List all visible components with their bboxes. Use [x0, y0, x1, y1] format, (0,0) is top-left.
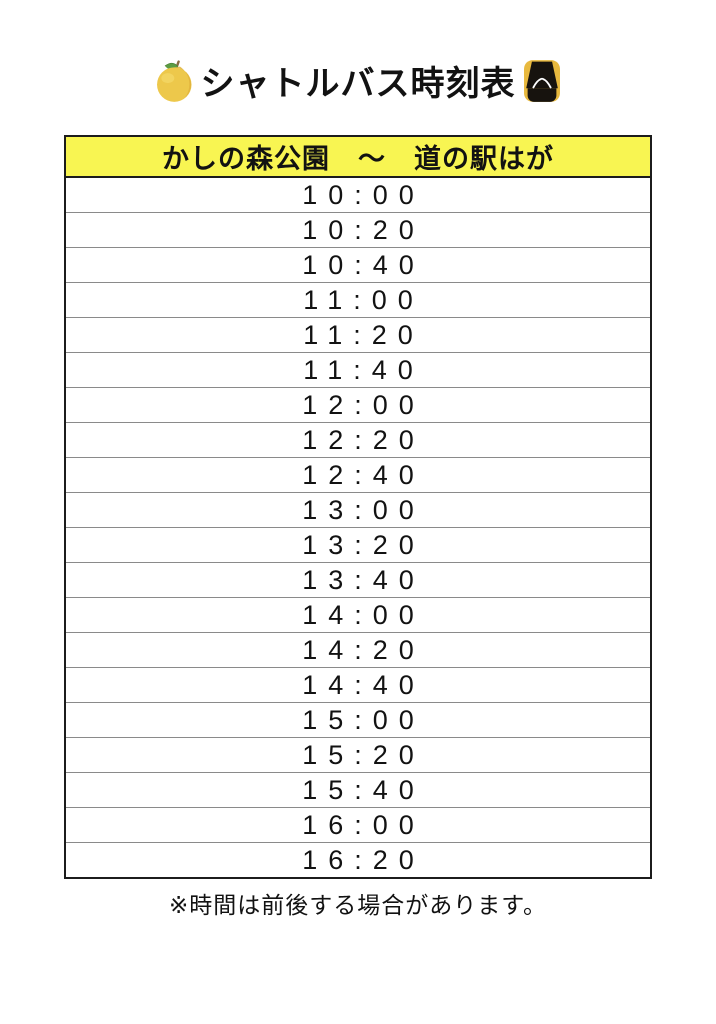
timetable-row: 14:00	[65, 597, 651, 633]
timetable-row: 12:20	[65, 422, 651, 458]
timetable-row: 11:40	[65, 352, 651, 388]
timetable-row: 14:20	[65, 632, 651, 668]
timetable-row: 10:20	[65, 212, 651, 248]
bus-icon	[519, 58, 565, 104]
timetable-row: 10:40	[65, 247, 651, 283]
timetable-row: 13:40	[65, 562, 651, 598]
timetable-row: 12:40	[65, 457, 651, 493]
departure-time: 12:40	[65, 457, 651, 493]
timetable-row: 13:00	[65, 492, 651, 528]
departure-time: 14:00	[65, 597, 651, 633]
page-title: シャトルバス時刻表	[200, 65, 516, 103]
departure-time: 10:00	[302, 179, 425, 210]
route-header-row: かしの森公園 ～ 道の駅はが	[65, 136, 651, 178]
departure-time: 12:00	[65, 387, 651, 423]
timetable-row: 11:20	[65, 317, 651, 353]
departure-time: 14:40	[65, 667, 651, 703]
departure-time: 11:00	[65, 282, 651, 318]
timetable: かしの森公園 ～ 道の駅はが 10:00 10:20 10:40 11:00 11:20…	[64, 135, 652, 879]
page-title-row: シャトルバス時刻表	[0, 0, 716, 105]
route-header: かしの森公園 ～ 道の駅はが	[65, 136, 651, 178]
departure-time: 13:40	[65, 562, 651, 598]
timetable-row: 15:40	[65, 772, 651, 808]
timetable-body: 10:00 10:20 10:40 11:00 11:20 11:40 12:00 12:20…	[65, 177, 651, 878]
departure-time: 15:40	[65, 772, 651, 808]
timetable-row: 15:00	[65, 702, 651, 738]
timetable-row: 11:00	[65, 282, 651, 318]
departure-time: 16:20	[65, 842, 651, 878]
departure-time: 14:20	[65, 632, 651, 668]
departure-time: 15:00	[65, 702, 651, 738]
timetable-row: 12:00	[65, 387, 651, 423]
timetable-row: 16:20	[65, 842, 651, 878]
departure-time: 11:40	[65, 352, 651, 388]
departure-time: 13:20	[65, 527, 651, 563]
departure-time: 10:40	[65, 247, 651, 283]
departure-time: 16:00	[65, 807, 651, 843]
departure-time: 13:00	[65, 492, 651, 528]
timetable-row: 16:00	[65, 807, 651, 843]
timetable-row: 13:20	[65, 527, 651, 563]
departure-time: 15:20	[65, 737, 651, 773]
departure-time: 12:20	[65, 422, 651, 458]
footnote: ※時間は前後する場合があります。	[169, 892, 547, 918]
pear-icon	[152, 58, 198, 104]
timetable-row: 14:40	[65, 667, 651, 703]
timetable-row: 10:00	[65, 177, 651, 213]
departure-time: 10:20	[65, 212, 651, 248]
timetable-row: 15:20	[65, 737, 651, 773]
departure-time: 11:20	[65, 317, 651, 353]
